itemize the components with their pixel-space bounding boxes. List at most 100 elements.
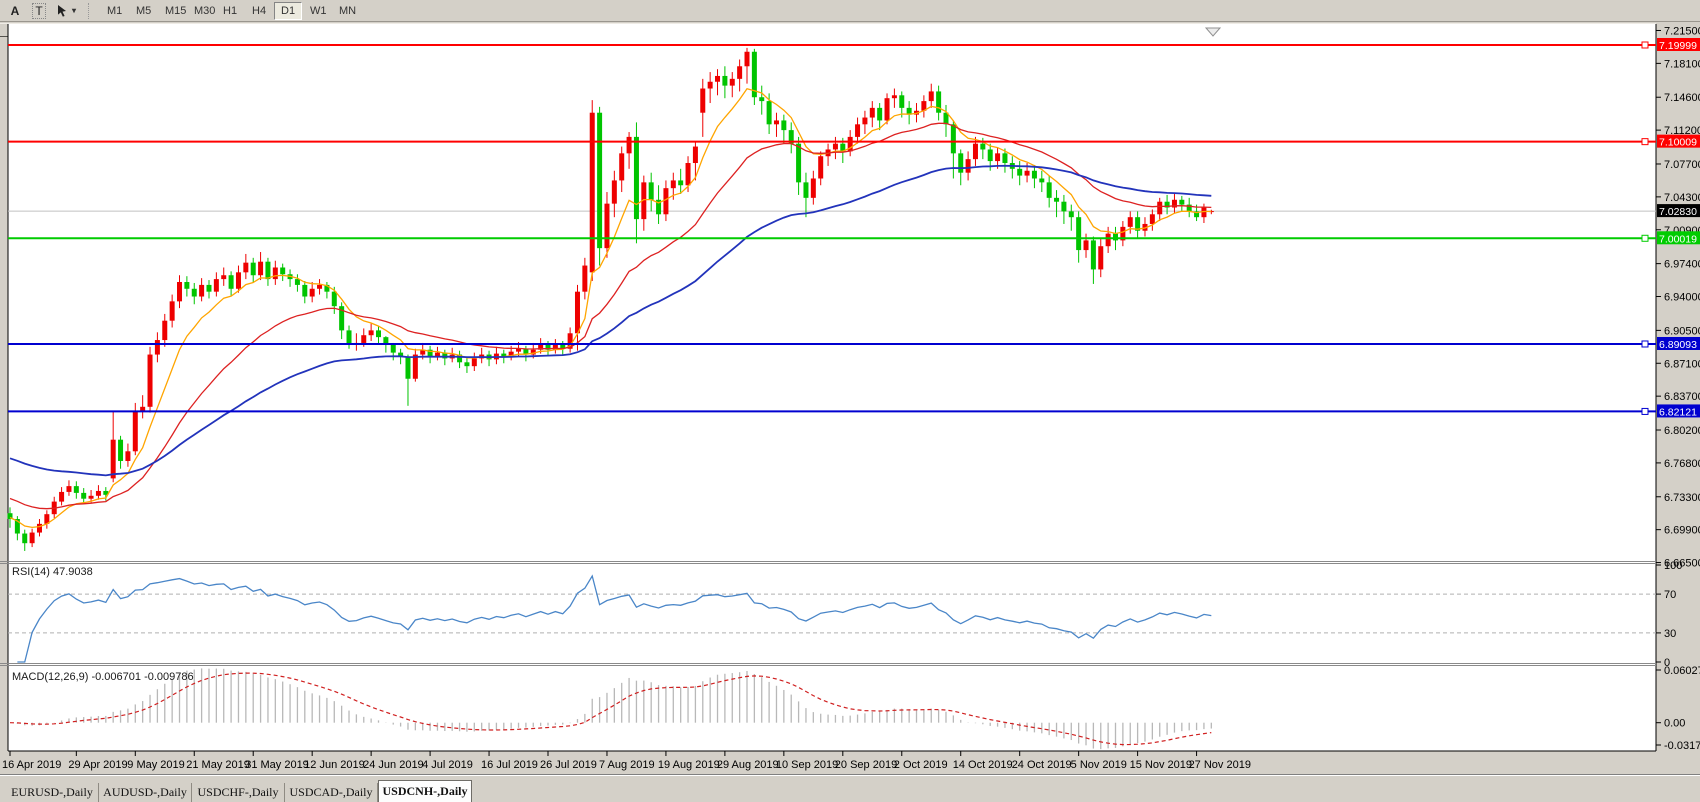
candle-body xyxy=(1061,201,1067,212)
candle-body xyxy=(1105,233,1111,247)
candle-body xyxy=(1157,201,1163,215)
candle-body xyxy=(692,146,698,164)
hline-handle[interactable] xyxy=(1641,407,1649,415)
candle-body xyxy=(243,262,249,273)
candle-body xyxy=(66,486,72,492)
date-axis-label: 31 May 2019 xyxy=(245,759,309,771)
candle-body xyxy=(1135,217,1141,231)
rsi-axis-tick-label: 30 xyxy=(1664,628,1676,640)
symbol-tab-eurusd[interactable]: EURUSD-,Daily xyxy=(6,783,99,802)
timeframe-button-m1[interactable]: M1 xyxy=(100,1,129,20)
candle-body xyxy=(1098,246,1104,270)
candle-body xyxy=(722,75,728,86)
timeframe-button-d1[interactable]: D1 xyxy=(274,1,303,20)
timeframe-button-h1[interactable]: H1 xyxy=(216,1,245,20)
candle-body xyxy=(1149,214,1155,224)
hline-handle[interactable] xyxy=(1641,138,1649,146)
candle-body xyxy=(751,51,757,98)
hline-handle[interactable] xyxy=(1641,41,1649,49)
price-axis-tick-label: 7.04300 xyxy=(1664,192,1700,204)
candle-body xyxy=(1076,217,1082,251)
candle-body xyxy=(1171,199,1177,208)
candle-body xyxy=(14,519,20,534)
candle-body xyxy=(339,306,345,331)
candle-body xyxy=(464,362,470,367)
timeframe-button-m30[interactable]: M30 xyxy=(187,1,215,20)
candle-body xyxy=(995,153,1001,162)
price-axis-tick-label: 7.18100 xyxy=(1664,58,1700,70)
timeframe-button-w1[interactable]: W1 xyxy=(303,1,332,20)
candle-body xyxy=(361,335,367,343)
candle-body xyxy=(773,120,779,125)
symbol-tab-usdcnh[interactable]: USDCNH-,Daily xyxy=(378,780,472,802)
candle-body xyxy=(1090,240,1096,270)
moving-average-slow xyxy=(9,164,1212,477)
candle-body xyxy=(324,284,330,292)
candle-body xyxy=(965,159,971,173)
candle-body xyxy=(36,523,42,533)
arrows-tool-button[interactable]: ▾ xyxy=(52,1,81,20)
timeframe-button-h4[interactable]: H4 xyxy=(245,1,274,20)
price-axis-tick-label: 6.83700 xyxy=(1664,391,1700,403)
candle-body xyxy=(331,291,337,307)
candle-body xyxy=(950,124,956,154)
chart-shift-marker-icon[interactable] xyxy=(1204,27,1222,37)
candle-body xyxy=(1046,182,1052,198)
symbol-tab-audusd[interactable]: AUDUSD-,Daily xyxy=(99,783,192,802)
timeframe-button-mn[interactable]: MN xyxy=(332,1,361,20)
candle-body xyxy=(132,410,138,452)
candle-body xyxy=(884,98,890,121)
date-axis-label: 26 Jul 2019 xyxy=(540,759,597,771)
date-axis-label: 29 Apr 2019 xyxy=(68,759,127,771)
candle-body xyxy=(29,532,35,544)
candle-body xyxy=(685,163,691,186)
candle-body xyxy=(899,95,905,108)
price-axis-tick-label: 6.73300 xyxy=(1664,492,1700,504)
candle-body xyxy=(1113,233,1118,241)
candle-body xyxy=(169,301,175,321)
candle-body xyxy=(1039,178,1045,183)
toolbar-separator xyxy=(88,2,94,19)
candle-body xyxy=(766,101,772,125)
candle-body xyxy=(744,51,750,67)
candle-body xyxy=(700,88,706,113)
text-tool-button[interactable]: T xyxy=(28,1,50,20)
candle-body xyxy=(582,265,588,292)
candle-body xyxy=(199,284,205,297)
price-axis-tick-label: 6.90500 xyxy=(1664,325,1700,337)
candle-body xyxy=(574,291,580,334)
candle-body xyxy=(855,124,861,137)
timeframe-button-m15[interactable]: M15 xyxy=(158,1,186,20)
candle-body xyxy=(796,143,802,183)
candle-body xyxy=(611,180,617,204)
hline-handle[interactable] xyxy=(1641,340,1649,348)
symbol-tab-usdcad[interactable]: USDCAD-,Daily xyxy=(285,783,378,802)
timeframe-button-m5[interactable]: M5 xyxy=(129,1,158,20)
candle-body xyxy=(434,352,440,357)
price-tag-7.19999-text: 7.19999 xyxy=(1659,40,1697,52)
hline-handle[interactable] xyxy=(1641,234,1649,242)
candle-body xyxy=(663,188,669,215)
date-axis-label: 14 Oct 2019 xyxy=(953,759,1013,771)
candle-body xyxy=(309,288,315,297)
symbol-tab-usdchf[interactable]: USDCHF-,Daily xyxy=(192,783,285,802)
price-tag-7.00019-text: 7.00019 xyxy=(1659,233,1697,245)
candle-body xyxy=(862,117,868,125)
candle-body xyxy=(678,180,684,186)
candle-body xyxy=(891,95,897,99)
price-tag-6.89093 xyxy=(1657,336,1700,350)
candle-body xyxy=(154,340,160,355)
candle-body xyxy=(110,439,116,479)
font-tool-button[interactable]: A xyxy=(4,1,26,20)
candle-body xyxy=(1068,211,1074,218)
candle-body xyxy=(177,282,183,302)
candle-body xyxy=(869,107,875,118)
candle-body xyxy=(552,344,558,350)
candle-body xyxy=(589,112,595,273)
candle-body xyxy=(508,351,514,357)
date-axis-label: 15 Nov 2019 xyxy=(1130,759,1192,771)
candle-body xyxy=(7,513,13,520)
candle-body xyxy=(44,514,50,524)
